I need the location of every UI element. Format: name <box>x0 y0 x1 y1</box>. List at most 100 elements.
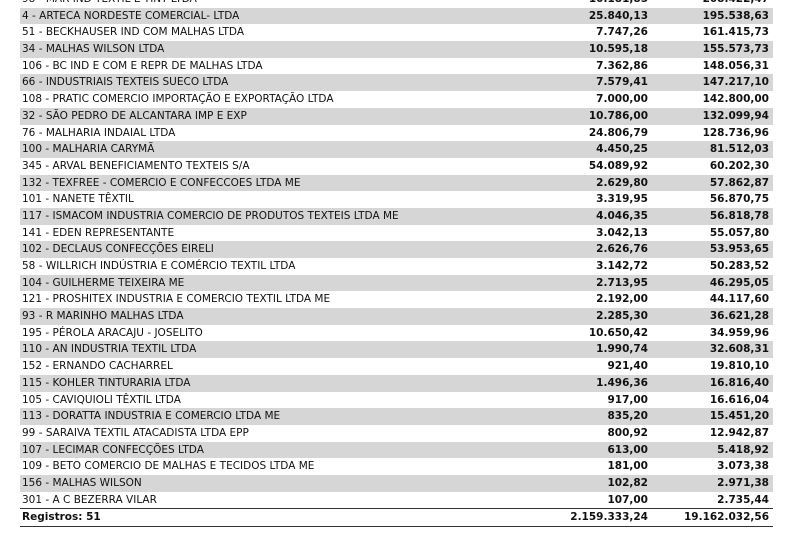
table-row: 152 - ERNANDO CACHARREL 921,40 19.810,10 <box>20 358 773 375</box>
value-2: 32.608,31 <box>648 341 773 359</box>
table-row: 105 - CAVIQUIOLI TÊXTIL LTDA 917,00 16.616… <box>20 392 773 409</box>
table-row: 117 - ISMACOM INDUSTRIA COMERCIO DE PROD… <box>20 207 773 225</box>
company-name: 76 - MALHARIA INDAIAL LTDA <box>22 126 176 139</box>
company-name: 104 - GUILHERME TEIXEIRA ME <box>20 274 540 292</box>
value-2: 16.616,04 <box>709 393 769 406</box>
value-1: 181,00 <box>607 460 648 473</box>
company-name: 113 - DORATTA INDUSTRIA E COMERCIO LTDA … <box>20 408 540 425</box>
company-name: 110 - AN INDUSTRIA TEXTIL LTDA <box>20 341 540 359</box>
value-1: 835,20 <box>540 408 648 425</box>
value-2: 3.073,38 <box>717 460 769 473</box>
table-row: 51 - BECKHAUSER IND COM MALHAS LTDA 7.747… <box>20 24 773 41</box>
company-name: 115 - KOHLER TINTURARIA LTDA <box>20 374 540 392</box>
value-1: 3.142,72 <box>596 260 648 272</box>
table-row: 76 - MALHARIA INDAIAL LTDA 24.806,79 128.7… <box>20 125 773 142</box>
value-2: 57.862,87 <box>648 174 773 192</box>
company-name: 117 - ISMACOM INDUSTRIA COMERCIO DE PROD… <box>20 207 540 225</box>
value-1: 10.786,00 <box>540 107 648 125</box>
table-row: 195 - PÉROLA ARACAJU - JOSELITO 10.650,42… <box>20 325 773 342</box>
value-2: 195.538,63 <box>648 7 773 25</box>
table-row: 113 - DORATTA INDUSTRIA E COMERCIO LTDA … <box>20 408 773 425</box>
value-1: 7.747,26 <box>596 26 648 39</box>
company-name: 132 - TEXFREE - COMERCIO E CONFECCOES LT… <box>20 174 540 192</box>
value-2: 2.971,38 <box>648 474 773 492</box>
table-row: 345 - ARVAL BENEFICIAMENTO TEXTEIS S/A 54… <box>20 158 773 175</box>
table-row: 110 - AN INDUSTRIA TEXTIL LTDA 1.990,74 32… <box>20 341 773 359</box>
table-row: 34 - MALHAS WILSON LTDA 10.595,18 155.573,… <box>20 41 773 58</box>
value-1: 54.089,92 <box>588 159 648 172</box>
value-1: 2.192,00 <box>596 293 648 306</box>
value-1: 2.285,30 <box>540 308 648 325</box>
table-row: 32 - SÃO PEDRO DE ALCANTARA IMP E EXP 10.… <box>20 107 773 125</box>
value-2: 128.736,96 <box>702 126 769 139</box>
company-name: 34 - MALHAS WILSON LTDA <box>20 41 540 58</box>
value-1: 24.806,79 <box>588 126 648 139</box>
company-name: 195 - PÉROLA ARACAJU - JOSELITO <box>22 326 203 339</box>
table-row: 141 - EDEN REPRESENTANTE 3.042,13 55.057,8… <box>20 225 773 242</box>
value-2: 56.818,78 <box>648 207 773 225</box>
table-row: 66 - INDUSTRIAIS TEXTEIS SUECO LTDA 7.579… <box>20 74 773 92</box>
value-1: 7.000,00 <box>596 93 648 106</box>
company-name: 101 - NANETE TÊXTIL <box>22 193 134 206</box>
company-name: 58 - WILLRICH INDÚSTRIA E COMÉRCIO TEXTI… <box>22 260 296 272</box>
total: 19.162.032,56 <box>648 508 773 528</box>
value-2: 12.942,87 <box>709 426 769 439</box>
table-row: 115 - KOHLER TINTURARIA LTDA 1.496,36 16.8… <box>20 374 773 392</box>
footer-row: Registros: 51 2.159.333,24 19.162.032,56 <box>20 508 773 528</box>
company-name: 51 - BECKHAUSER IND COM MALHAS LTDA <box>22 26 245 39</box>
value-2: 5.418,92 <box>648 441 773 459</box>
value-1: 2.713,95 <box>540 274 648 292</box>
value-2: 161.415,73 <box>702 26 769 39</box>
value-1: 3.319,95 <box>596 193 648 206</box>
company-name: 93 - R MARINHO MALHAS LTDA <box>20 308 540 325</box>
value-1: 1.990,74 <box>540 341 648 359</box>
value-2: 155.573,73 <box>648 41 773 58</box>
value-2: 60.202,30 <box>709 159 769 172</box>
company-name: 107 - LECIMAR CONFECÇÕES LTDA <box>20 441 540 459</box>
table-row: 132 - TEXFREE - COMERCIO E CONFECCOES LT… <box>20 174 773 192</box>
value-2: 50.283,52 <box>709 260 769 272</box>
table-row: 4 - ARTECA NORDESTE COMERCIAL- LTDA 25.84… <box>20 7 773 25</box>
value-1: 921,40 <box>607 360 648 373</box>
value-1: 7.579,41 <box>540 74 648 92</box>
company-name: 4 - ARTECA NORDESTE COMERCIAL- LTDA <box>20 7 540 25</box>
value-2: 142.800,00 <box>702 93 769 106</box>
value-1: 917,00 <box>607 393 648 406</box>
table-row: 107 - LECIMAR CONFECÇÕES LTDA 613,00 5.418… <box>20 441 773 459</box>
table-row: 98 - MAR IND TEXTIL E TINT LTDA10.181,85… <box>20 0 773 8</box>
value-1: 10.650,42 <box>588 326 648 339</box>
table-row: 104 - GUILHERME TEIXEIRA ME 2.713,95 46.29… <box>20 274 773 292</box>
value-1: 1.496,36 <box>540 374 648 392</box>
table-row: 156 - MALHAS WILSON 102,82 2.971,38 <box>20 474 773 492</box>
company-name: 99 - SARAIVA TEXTIL ATACADISTA LTDA EPP <box>22 426 249 439</box>
value-1: 102,82 <box>540 474 648 492</box>
table-row: 102 - DECLAUS CONFECÇÕES EIRELI 2.626,76 5… <box>20 241 773 258</box>
table-row: 101 - NANETE TÊXTIL 3.319,95 56.870,75 <box>20 191 773 208</box>
value-2: 56.870,75 <box>709 193 769 206</box>
value-2: 2.735,44 <box>717 493 769 506</box>
value-2: 81.512,03 <box>648 141 773 158</box>
value-1: 2.629,80 <box>540 174 648 192</box>
value-2: 147.217,10 <box>648 74 773 92</box>
value-1: 10.181,85 <box>540 0 648 8</box>
company-name: 141 - EDEN REPRESENTANTE <box>22 226 175 239</box>
company-name: 301 - A C BEZERRA VILAR <box>22 493 157 506</box>
company-name: 102 - DECLAUS CONFECÇÕES EIRELI <box>20 241 540 258</box>
value-2: 15.451,20 <box>648 408 773 425</box>
record-count: Registros: 51 <box>20 508 540 528</box>
value-1: 107,00 <box>607 493 648 506</box>
value-1: 7.362,86 <box>596 59 648 72</box>
value-2: 44.117,60 <box>709 293 769 306</box>
company-name: 345 - ARVAL BENEFICIAMENTO TEXTEIS S/A <box>22 159 250 172</box>
total: 2.159.333,24 <box>540 508 648 528</box>
table-row: 301 - A C BEZERRA VILAR 107,00 2.735,44 <box>20 492 773 509</box>
company-name: 105 - CAVIQUIOLI TÊXTIL LTDA <box>22 393 181 406</box>
table-row: 100 - MALHARIA CARYMÃ 4.450,25 81.512,03 <box>20 141 773 158</box>
value-2: 55.057,80 <box>709 226 769 239</box>
value-1: 4.046,35 <box>540 207 648 225</box>
value-2: 132.099,94 <box>648 107 773 125</box>
table-row: 99 - SARAIVA TEXTIL ATACADISTA LTDA EPP 8… <box>20 425 773 442</box>
value-2: 53.953,65 <box>648 241 773 258</box>
company-name: 100 - MALHARIA CARYMÃ <box>20 141 540 158</box>
table-row: 108 - PRATIC COMERCIO IMPORTAÇÃO E EXPOR… <box>20 91 773 108</box>
